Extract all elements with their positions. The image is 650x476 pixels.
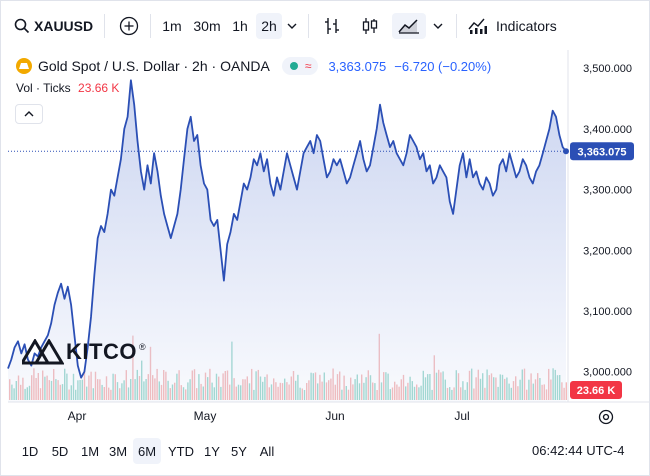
- time-tick-label: May: [194, 409, 217, 423]
- range-label: 1Y: [204, 443, 220, 459]
- indicators-button[interactable]: Indicators: [468, 13, 572, 39]
- range-label: 1M: [80, 443, 100, 459]
- range-6m-button[interactable]: 6M: [133, 438, 161, 464]
- price-series-line: [7, 79, 567, 379]
- collapse-legend-button[interactable]: [15, 104, 43, 124]
- clock-timezone[interactable]: 06:42:44 UTC-4: [532, 443, 625, 458]
- range-label: 5D: [51, 443, 69, 459]
- interval-1m-button[interactable]: 1m: [158, 13, 186, 39]
- market-status-pill[interactable]: ≈: [281, 57, 319, 75]
- indicators-icon: [468, 17, 488, 35]
- compare-plus-icon[interactable]: [116, 13, 142, 39]
- chevron-down-icon[interactable]: [284, 13, 300, 39]
- toolbar-divider: [308, 14, 309, 38]
- range-label: All: [259, 443, 275, 459]
- range-all-button[interactable]: All: [254, 438, 280, 464]
- range-5d-button[interactable]: 5D: [46, 438, 74, 464]
- interval-label: 2h: [261, 18, 277, 34]
- range-1m-button[interactable]: 1M: [76, 438, 104, 464]
- price-tick-label: 3,500.000: [583, 63, 632, 75]
- range-label: 6M: [137, 443, 157, 459]
- time-axis[interactable]: Apr May Jun Jul: [68, 409, 470, 423]
- last-price-marker: [563, 148, 569, 155]
- series-legend: Gold Spot / U.S. Dollar · 2h · OANDA ≈ 3…: [16, 56, 491, 76]
- market-open-dot-icon: [289, 62, 298, 70]
- price-tick-label: 3,200.000: [583, 245, 632, 257]
- bar-chart-type-icon[interactable]: [318, 13, 346, 39]
- range-label: 5Y: [231, 443, 247, 459]
- range-5y-button[interactable]: 5Y: [226, 438, 252, 464]
- time-tick-label: Jun: [325, 409, 344, 423]
- range-3m-button[interactable]: 3M: [104, 438, 132, 464]
- current-price-tag-label: 3,363.075: [578, 146, 627, 158]
- price-tick-label: 3,000.000: [583, 367, 632, 379]
- interval-2h-button[interactable]: 2h: [256, 13, 282, 39]
- range-label: 3M: [108, 443, 128, 459]
- chevron-down-icon[interactable]: [430, 13, 446, 39]
- range-label: 1D: [21, 443, 39, 459]
- settings-gear-icon[interactable]: [598, 409, 614, 425]
- time-tick-label: Jul: [454, 409, 469, 423]
- gold-symbol-icon: [16, 58, 32, 74]
- price-tick-label: 3,400.000: [583, 124, 632, 136]
- current-volume-tag: 23.66 K: [570, 381, 622, 399]
- volume-label: Vol · Ticks: [16, 81, 71, 95]
- interval-label: 30m: [193, 18, 221, 34]
- date-range-bar: 1D 5D 1M 3M 6M YTD 1Y 5Y All 06:42:44 UT…: [0, 432, 650, 468]
- current-volume-tag-label: 23.66 K: [577, 385, 616, 397]
- range-1y-button[interactable]: 1Y: [200, 438, 224, 464]
- range-label: YTD: [168, 443, 194, 459]
- price-axis[interactable]: 3,000.000 3,100.000 3,200.000 3,300.000 3,40…: [583, 63, 632, 378]
- indicators-label: Indicators: [496, 18, 557, 34]
- toolbar-divider: [456, 14, 457, 38]
- data-feed-wave-icon: ≈: [304, 59, 312, 73]
- volume-value: 23.66 K: [78, 81, 120, 95]
- interval-label: 1m: [162, 18, 182, 34]
- price-change-value: −6.720 (−0.20%): [394, 58, 492, 74]
- time-tick-label: Apr: [68, 409, 87, 423]
- kitco-watermark-text: KITCO: [66, 339, 137, 364]
- range-1d-button[interactable]: 1D: [16, 438, 44, 464]
- symbol-search-button[interactable]: XAUUSD: [34, 13, 98, 39]
- interval-30m-button[interactable]: 30m: [190, 13, 224, 39]
- last-price-value: 3,363.075: [328, 58, 387, 74]
- candles-chart-type-icon[interactable]: [356, 13, 384, 39]
- series-title: Gold Spot / U.S. Dollar · 2h · OANDA: [38, 58, 270, 74]
- range-ytd-button[interactable]: YTD: [164, 438, 198, 464]
- price-tick-label: 3,300.000: [583, 185, 632, 197]
- interval-label: 1h: [232, 18, 248, 34]
- current-price-tag: 3,363.075: [570, 142, 634, 161]
- top-toolbar: XAUUSD 1m 30m 1h 2h Indicators: [0, 0, 650, 50]
- interval-1h-button[interactable]: 1h: [226, 13, 254, 39]
- toolbar-divider: [150, 14, 151, 38]
- search-icon[interactable]: [14, 13, 30, 39]
- toolbar-divider: [104, 14, 105, 38]
- volume-bar: [565, 382, 567, 400]
- kitco-watermark-logo: KITCO ®: [22, 338, 146, 366]
- price-area-fill: [8, 80, 566, 403]
- area-chart-type-icon[interactable]: [392, 13, 426, 39]
- volume-legend: Vol · Ticks 23.66 K: [16, 81, 119, 95]
- price-tick-label: 3,100.000: [583, 306, 632, 318]
- chevron-up-icon: [24, 111, 34, 117]
- kitco-logo-icon: [22, 339, 64, 365]
- symbol-label: XAUUSD: [34, 18, 94, 34]
